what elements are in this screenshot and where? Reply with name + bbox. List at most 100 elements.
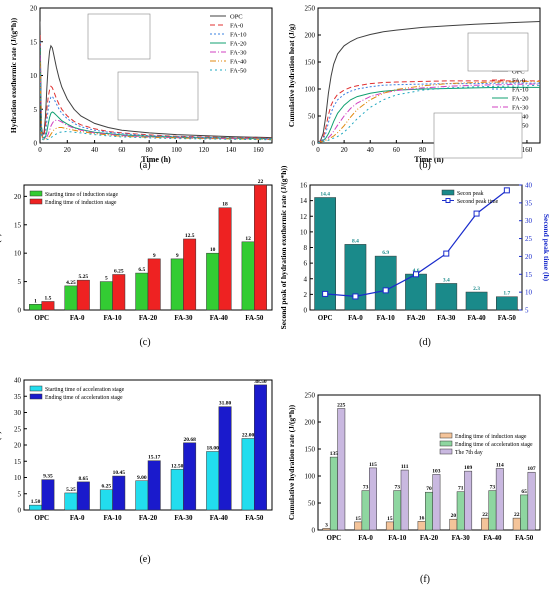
legend-swatch bbox=[29, 198, 43, 205]
x-tick-label: FA-20 bbox=[407, 314, 426, 322]
x-tick-label: 60 bbox=[393, 146, 401, 154]
y-tick-label: 5 bbox=[34, 106, 38, 114]
bar-value-label: 111 bbox=[401, 464, 409, 470]
bar-Starting time of acceleration stage bbox=[29, 504, 42, 511]
bar-value-label: 1.7 bbox=[503, 291, 510, 297]
series-line-FA-10 bbox=[40, 41, 272, 140]
legend-swatch bbox=[29, 190, 43, 197]
bar-Ending time of acceleration stage bbox=[254, 384, 267, 511]
bar-value-label: 18.00 bbox=[206, 446, 219, 452]
bar-Ending time of induction stage bbox=[147, 258, 161, 311]
y-tick-label: 250 bbox=[305, 5, 316, 13]
y2-tick-label: 35 bbox=[525, 199, 533, 207]
y-tick-label: 0 bbox=[304, 307, 308, 315]
x-tick-label: FA-50 bbox=[498, 314, 517, 322]
x-tick-label: 20 bbox=[64, 146, 72, 154]
bar-value-label: 3 bbox=[325, 522, 328, 528]
x-tick-label: 80 bbox=[419, 146, 427, 154]
legend-swatch bbox=[29, 393, 43, 400]
x-tick-label: 160 bbox=[522, 146, 533, 154]
x-tick-label: FA-50 bbox=[515, 534, 534, 542]
series-marker bbox=[503, 187, 510, 194]
bar-Ending time of induction stage bbox=[512, 517, 521, 531]
legend-label: Secon peak bbox=[457, 191, 484, 197]
bar-Starting time of induction stage bbox=[64, 285, 78, 311]
x-tick-label: FA-40 bbox=[483, 534, 502, 542]
bar-value-label: 6.5 bbox=[138, 267, 145, 273]
y-tick-label: 150 bbox=[305, 59, 316, 67]
bar-Ending time of acceleration stage bbox=[456, 491, 465, 531]
y-tick-label: 50 bbox=[308, 500, 316, 508]
y-tick-label: 20 bbox=[14, 193, 22, 201]
bar-value-label: 20.68 bbox=[183, 437, 196, 443]
x-tick-label: FA-0 bbox=[358, 534, 373, 542]
bar-Starting time of induction stage bbox=[206, 252, 220, 311]
bar-Ending time of induction stage bbox=[76, 279, 90, 311]
bar-value-label: 18 bbox=[222, 202, 228, 208]
bar-value-label: 4.25 bbox=[66, 280, 76, 286]
series-marker bbox=[473, 210, 480, 217]
bar-value-label: 65 bbox=[521, 489, 527, 495]
y-tick-label: 10 bbox=[14, 250, 22, 258]
y-tick-label: 0 bbox=[18, 307, 22, 315]
legend-label: FA-20 bbox=[512, 96, 529, 103]
series-line-FA-0 bbox=[318, 80, 540, 143]
bar-The 7th day bbox=[432, 474, 441, 531]
bar-The 7th day bbox=[527, 471, 536, 531]
legend-label: FA-0 bbox=[512, 78, 525, 85]
bar-value-label: 22 bbox=[514, 512, 520, 518]
bar-Ending time of induction stage bbox=[218, 207, 232, 311]
y-axis-label: Cumulative hydration rate (J/(g*h)) bbox=[287, 404, 296, 520]
bar-The 7th day bbox=[400, 469, 409, 531]
series-line-FA-40 bbox=[318, 80, 540, 143]
bar-value-label: 5.25 bbox=[66, 487, 76, 493]
panel-tag-b: (b) bbox=[419, 160, 431, 171]
legend-label: FA-10 bbox=[512, 87, 529, 94]
y-tick-label: 200 bbox=[305, 419, 316, 427]
y-tick-label: 15 bbox=[14, 458, 22, 466]
bar-Starting time of induction stage bbox=[99, 281, 113, 311]
x-tick-label: OPC bbox=[34, 314, 49, 322]
bar-value-label: 1 bbox=[34, 298, 37, 304]
y-tick-label: 0 bbox=[312, 527, 316, 535]
bar-The 7th day bbox=[337, 408, 346, 531]
bar-Ending time of acceleration stage bbox=[520, 494, 529, 531]
y-tick-label: 35 bbox=[14, 393, 22, 401]
y-axis-label: Time (h) bbox=[0, 431, 2, 459]
y-tick-label: 14 bbox=[300, 197, 308, 205]
y-tick-label: 50 bbox=[308, 113, 316, 121]
chart-a: 0 5 10 15 20 Hydration exothermic rate (J/(g*… bbox=[9, 5, 273, 164]
bar-value-label: 3.4 bbox=[443, 277, 450, 283]
bar-Starting time of acceleration stage bbox=[64, 492, 78, 511]
y-tick-label: 10 bbox=[300, 228, 308, 236]
y-tick-label: 10 bbox=[14, 474, 22, 482]
bar-Secon peak bbox=[405, 273, 427, 311]
bar-value-label: 225 bbox=[337, 403, 346, 409]
y-tick-label: 15 bbox=[14, 221, 22, 229]
x-tick-label: FA-20 bbox=[139, 314, 158, 322]
bar-value-label: 71 bbox=[458, 486, 464, 492]
bar-value-label: 15 bbox=[387, 516, 393, 522]
bar-value-label: 4.6 bbox=[413, 268, 420, 274]
legend-label: Starting time of induction stage bbox=[45, 191, 119, 198]
x-tick-label: FA-40 bbox=[210, 514, 229, 522]
series-marker bbox=[443, 250, 450, 257]
x-tick-label: 40 bbox=[91, 146, 99, 154]
y-axis-label: Time (h) bbox=[0, 233, 2, 261]
y-tick-label: 2 bbox=[304, 291, 308, 299]
legend-label: The 7th day bbox=[455, 450, 483, 456]
bar-Secon peak bbox=[314, 197, 336, 311]
x-tick-label: OPC bbox=[34, 514, 49, 522]
x-tick-label: OPC bbox=[326, 534, 341, 542]
y2-tick-label: 30 bbox=[525, 217, 533, 225]
bar-value-label: 12.50 bbox=[171, 463, 184, 469]
panel-tag-f: (f) bbox=[420, 574, 430, 585]
bar-value-label: 22.00 bbox=[242, 433, 255, 439]
x-tick-label: FA-20 bbox=[420, 534, 439, 542]
series-line-OPC bbox=[40, 21, 272, 139]
x-tick-label: 160 bbox=[253, 146, 264, 154]
legend-label: FA-30 bbox=[512, 105, 529, 112]
y-tick-label: 15 bbox=[30, 38, 38, 46]
bar-value-label: 8.65 bbox=[79, 476, 89, 482]
legend-swatch bbox=[439, 448, 453, 455]
